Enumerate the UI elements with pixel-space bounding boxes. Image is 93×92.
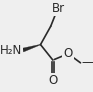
Text: O: O <box>48 74 57 87</box>
Text: —: — <box>81 56 93 69</box>
Text: H₂N: H₂N <box>0 44 22 57</box>
Text: O: O <box>64 47 73 60</box>
Polygon shape <box>23 44 41 52</box>
Text: Br: Br <box>51 2 65 15</box>
